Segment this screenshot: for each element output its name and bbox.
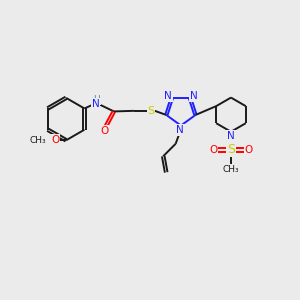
- Text: N: N: [92, 99, 100, 109]
- Text: N: N: [190, 92, 198, 101]
- Text: O: O: [244, 145, 253, 155]
- Text: CH₃: CH₃: [29, 136, 46, 145]
- Text: O: O: [209, 145, 218, 155]
- Text: N: N: [227, 131, 235, 141]
- Text: S: S: [227, 143, 235, 157]
- Text: N: N: [176, 125, 184, 135]
- Text: CH₃: CH₃: [223, 165, 239, 174]
- Text: H: H: [93, 95, 100, 104]
- Text: O: O: [100, 126, 108, 136]
- Text: S: S: [147, 106, 155, 116]
- Text: O: O: [51, 135, 59, 145]
- Text: N: N: [164, 92, 172, 101]
